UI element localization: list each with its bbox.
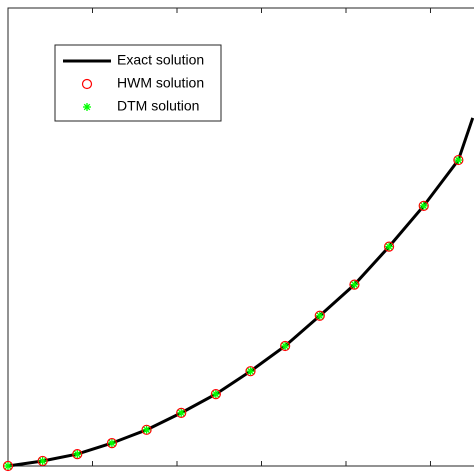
asterisk-stroke bbox=[177, 409, 185, 417]
asterisk-stroke bbox=[316, 312, 324, 320]
data-point bbox=[280, 340, 291, 352]
asterisk-stroke bbox=[39, 457, 46, 465]
data-point bbox=[211, 390, 220, 399]
data-point bbox=[454, 156, 463, 165]
data-point bbox=[246, 367, 255, 376]
data-point bbox=[177, 408, 186, 417]
data-point bbox=[106, 438, 118, 449]
data-point bbox=[453, 154, 464, 166]
data-point bbox=[314, 310, 325, 321]
asterisk-stroke bbox=[455, 156, 462, 164]
data-point bbox=[383, 241, 395, 252]
asterisk-stroke bbox=[212, 390, 220, 398]
asterisk-stroke bbox=[247, 367, 254, 375]
asterisk-stroke bbox=[385, 243, 393, 250]
legend-label: HWM solution bbox=[117, 75, 204, 91]
data-point bbox=[210, 388, 221, 400]
asterisk-stroke bbox=[74, 450, 81, 458]
legend-label: Exact solution bbox=[117, 52, 204, 68]
legend-label: DTM solution bbox=[117, 98, 199, 114]
data-point bbox=[281, 342, 290, 351]
legend-marker bbox=[83, 103, 91, 111]
asterisk-stroke bbox=[83, 103, 91, 111]
data-point bbox=[315, 311, 324, 320]
data-point bbox=[73, 450, 82, 459]
data-point bbox=[350, 280, 359, 289]
legend-marker bbox=[81, 78, 93, 90]
data-point bbox=[107, 439, 116, 448]
asterisk-stroke bbox=[420, 202, 427, 210]
asterisk-stroke bbox=[4, 462, 12, 470]
asterisk-stroke bbox=[351, 281, 358, 288]
data-point bbox=[245, 366, 256, 377]
data-point bbox=[385, 242, 394, 251]
data-point bbox=[2, 460, 14, 472]
data-point bbox=[176, 407, 187, 418]
data-point bbox=[141, 424, 152, 435]
data-point bbox=[38, 456, 47, 465]
asterisk-stroke bbox=[143, 426, 150, 434]
data-point bbox=[37, 455, 48, 467]
data-point bbox=[419, 201, 428, 210]
asterisk-stroke bbox=[281, 342, 289, 350]
data-point bbox=[142, 425, 151, 434]
data-point bbox=[418, 200, 429, 211]
data-point bbox=[4, 462, 12, 470]
data-point bbox=[349, 279, 360, 290]
data-point bbox=[72, 448, 83, 460]
asterisk-stroke bbox=[108, 439, 116, 447]
